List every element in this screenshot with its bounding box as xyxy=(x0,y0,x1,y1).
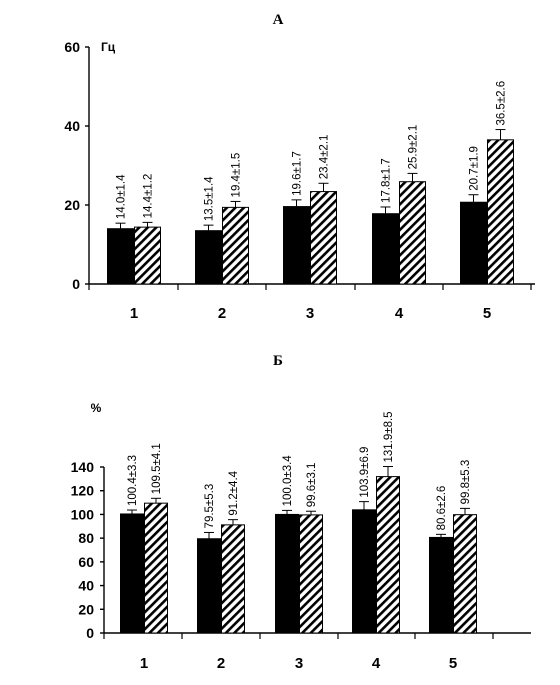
y-tick-label: 0 xyxy=(86,625,94,641)
y-tick-label: 80 xyxy=(78,530,94,546)
data-label: 100.0±3.4 xyxy=(282,455,294,507)
bar-hatched xyxy=(310,191,337,285)
data-label: 99.6±3.1 xyxy=(306,463,318,508)
data-label: 17.8±1.7 xyxy=(381,158,393,203)
chart-title: Б xyxy=(273,353,283,369)
bar-hatched xyxy=(453,514,477,634)
bar-solid xyxy=(197,538,221,634)
y-tick-label: 120 xyxy=(71,483,95,499)
y-tick-label: 60 xyxy=(78,554,94,570)
data-label: 99.8±5.3 xyxy=(460,460,472,505)
bar-solid xyxy=(120,513,144,634)
bar-hatched xyxy=(144,502,168,634)
data-label: 80.6±2.6 xyxy=(436,486,448,531)
y-tick-label: 140 xyxy=(71,459,95,475)
bar-hatched xyxy=(399,181,426,285)
data-label: 19.6±1.7 xyxy=(292,151,304,196)
x-category-label: 3 xyxy=(295,655,303,672)
data-label: 20.7±1.9 xyxy=(469,146,481,191)
y-axis-unit-label: Гц xyxy=(101,40,116,54)
data-label: 19.4±1.5 xyxy=(231,153,243,198)
bar-hatched xyxy=(222,206,249,285)
data-label: 91.2±4.4 xyxy=(228,470,240,515)
bar-hatched xyxy=(487,139,514,285)
y-tick-label: 20 xyxy=(64,197,80,213)
bar-hatched xyxy=(221,524,245,634)
bar-solid xyxy=(275,513,299,634)
y-tick-label: 40 xyxy=(64,118,80,134)
x-category-label: 1 xyxy=(130,305,138,322)
bar-hatched xyxy=(134,226,161,285)
data-label: 109.5±4.1 xyxy=(151,443,163,494)
bar-hatched xyxy=(299,514,323,634)
x-category-label: 3 xyxy=(306,305,314,322)
data-label: 103.9±6.9 xyxy=(359,447,371,498)
x-category-label: 4 xyxy=(395,305,404,322)
data-label: 100.4±3.3 xyxy=(127,455,139,506)
y-tick-label: 60 xyxy=(64,39,80,55)
data-label: 131.9±8.5 xyxy=(383,411,395,462)
x-category-label: 2 xyxy=(218,305,226,322)
bar-solid xyxy=(372,213,399,285)
bar-solid xyxy=(283,206,310,285)
bar-solid xyxy=(107,228,134,285)
bar-solid xyxy=(429,536,453,634)
x-category-label: 2 xyxy=(217,655,225,672)
data-label: 14.0±1.4 xyxy=(116,174,128,219)
bar-hatched xyxy=(376,476,400,634)
data-label: 25.9±2.1 xyxy=(408,125,420,170)
x-category-label: 1 xyxy=(140,655,148,672)
bar-solid xyxy=(460,201,487,285)
y-tick-label: 20 xyxy=(78,601,94,617)
x-category-label: 5 xyxy=(483,305,491,322)
x-category-label: 5 xyxy=(449,655,457,672)
y-tick-label: 0 xyxy=(72,276,80,292)
data-label: 23.4±2.1 xyxy=(319,135,331,180)
bar-solid xyxy=(195,230,222,285)
data-label: 14.4±1.2 xyxy=(143,174,155,219)
data-label: 36.5±2.6 xyxy=(496,81,508,126)
y-axis-unit-label: % xyxy=(91,401,102,415)
data-label: 79.5±5.3 xyxy=(204,484,216,529)
y-tick-label: 40 xyxy=(78,578,94,594)
y-tick-label: 100 xyxy=(71,506,95,522)
bar-solid xyxy=(352,509,376,634)
data-label: 13.5±1.4 xyxy=(204,176,216,221)
x-category-label: 4 xyxy=(372,655,381,672)
chart-title: А xyxy=(273,12,284,28)
